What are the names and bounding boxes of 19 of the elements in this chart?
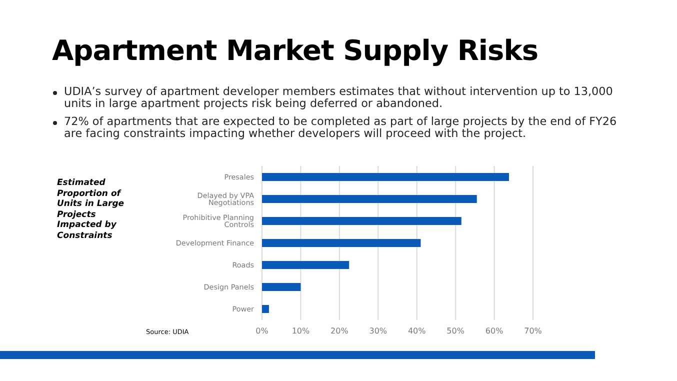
bar (262, 261, 350, 269)
bar (262, 305, 269, 313)
bar (262, 217, 462, 225)
text: UDIA’s survey of apartment developer members estimates that without intervention up to 13,000 units in large apartment projects risk being deferred or abandoned. (63, 85, 614, 110)
x-tick-label: 50% (446, 326, 465, 336)
x-tick-label: 20% (330, 326, 349, 336)
x-tick-label: 10% (292, 326, 310, 336)
x-tick-label: 30% (369, 326, 388, 336)
x-tick-label: 70% (524, 326, 542, 336)
text: 72% of apartments that are expected to be completed as part of large projects by the end of FY26 are facing constraints impacting whether developers will proceed with the project. (63, 115, 618, 140)
x-tick-label: 0% (256, 326, 269, 336)
x-tick-label: 60% (485, 326, 504, 336)
text: Estimated Proportion of Units in Large Projects Impacted by Constraints (57, 178, 126, 241)
bar (262, 195, 477, 203)
bar (262, 173, 509, 181)
chart-title: Apartment Market Supply Risks (52, 34, 538, 67)
bar (262, 283, 301, 291)
x-tick-label: 40% (408, 326, 426, 336)
bar (262, 239, 421, 247)
